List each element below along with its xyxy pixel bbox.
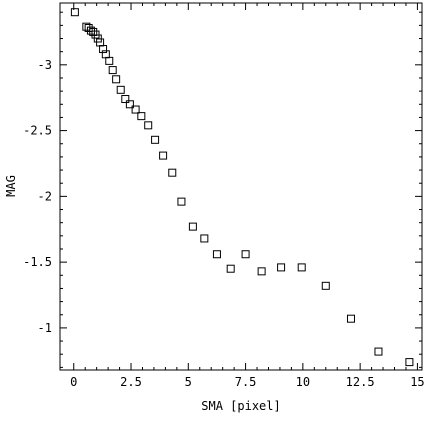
data-point <box>70 8 79 17</box>
x-tick-label: 12.5 <box>346 375 375 389</box>
y-tick-label: -2 <box>38 189 52 203</box>
data-point <box>125 100 134 109</box>
data-point <box>297 263 306 272</box>
data-point <box>405 358 414 367</box>
data-point <box>108 66 117 75</box>
y-tick-label: -3 <box>38 58 52 72</box>
data-point <box>257 267 266 276</box>
data-point <box>105 56 114 65</box>
data-point <box>112 75 121 84</box>
data-point <box>101 50 110 59</box>
x-tick-label: 5 <box>185 375 192 389</box>
y-tick-label: -2.5 <box>23 124 52 138</box>
data-point <box>200 234 209 243</box>
data-point <box>212 250 221 259</box>
axis-tick-labels: 0 2.5 5 7.5 10 12.5 15 -3 -2.5 -2 -1.5 -1 <box>23 58 425 389</box>
data-point <box>159 151 168 160</box>
x-tick-label: 7.5 <box>235 375 257 389</box>
x-tick-label: 2.5 <box>120 375 142 389</box>
data-point <box>277 263 286 272</box>
data-point <box>89 27 98 36</box>
y-axis-label: MAG <box>4 175 18 197</box>
data-point <box>137 112 146 121</box>
data-point <box>374 347 383 356</box>
data-point <box>121 95 130 104</box>
data-point <box>177 197 186 206</box>
data-markers <box>70 8 414 367</box>
x-tick-label: 15 <box>410 375 424 389</box>
plot-frame <box>59 2 423 371</box>
data-point <box>321 281 330 290</box>
axis-ticks <box>60 3 422 370</box>
data-point <box>226 264 235 273</box>
y-tick-label: -1 <box>38 321 52 335</box>
x-axis-label: SMA [pixel] <box>201 399 280 413</box>
x-tick-label: 10 <box>296 375 310 389</box>
data-point <box>188 222 197 231</box>
y-tick-label: -1.5 <box>23 255 52 269</box>
data-point <box>99 45 108 54</box>
data-point <box>346 314 355 323</box>
data-point <box>116 85 125 94</box>
x-tick-label: 0 <box>70 375 77 389</box>
data-point <box>168 168 177 177</box>
data-point <box>131 105 140 114</box>
data-point <box>241 250 250 259</box>
data-point <box>151 135 160 144</box>
data-point <box>144 121 153 130</box>
